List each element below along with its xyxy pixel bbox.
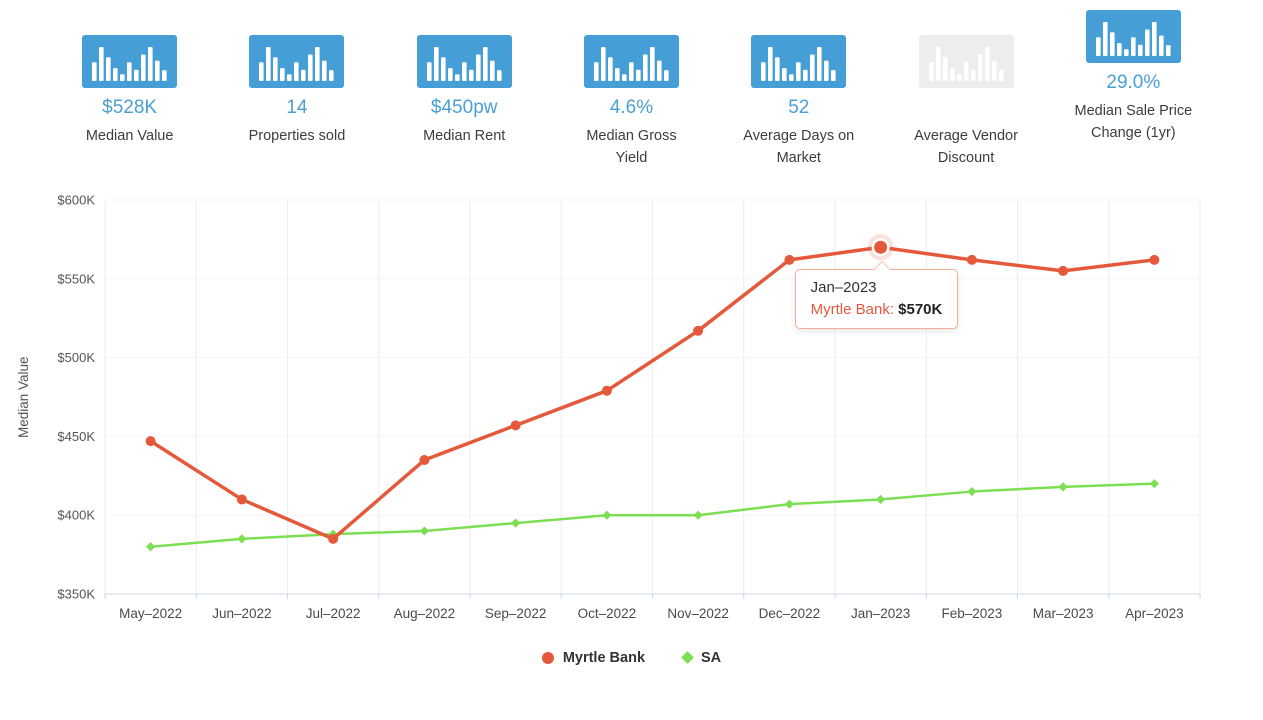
y-tick-label: $500K	[57, 350, 95, 365]
chart-point[interactable]	[1149, 254, 1160, 265]
chart-point[interactable]	[1058, 265, 1069, 276]
x-tick-label: Jun–2022	[212, 606, 271, 621]
stat-card-properties-sold: 14 Properties sold	[213, 10, 380, 170]
stat-card-average-days-on-market: 52 Average Days on Market	[715, 10, 882, 170]
bar-chart-icon	[416, 35, 512, 88]
sa-series-marker-icon	[681, 651, 694, 665]
y-tick-label: $450K	[57, 429, 95, 444]
stat-label: Median Gross Yield	[586, 128, 677, 167]
line-chart-canvas: $350K $400K $450K $500K $550K $600K May–2022 Ju…	[57, 192, 1201, 621]
x-tick-label: May–2022	[119, 606, 182, 621]
x-tick-label: Jul–2022	[306, 606, 361, 621]
y-tick-label: $550K	[57, 271, 95, 286]
bar-chart-glyph	[928, 47, 1004, 81]
bar-chart-icon	[583, 35, 679, 88]
stat-value: 4.6%	[609, 97, 654, 118]
tooltip-date: Jan–2023	[810, 279, 877, 297]
stat-value: $528K	[102, 97, 158, 118]
tooltip-value: $570K	[898, 301, 943, 319]
stat-label: Median Sale Price Change (1yr)	[1074, 103, 1193, 142]
x-tick-label: Mar–2023	[1033, 606, 1094, 621]
x-tick-label: Feb–2023	[941, 606, 1002, 621]
legend-item-myrtle-bank[interactable]: Myrtle Bank	[541, 649, 646, 666]
stat-label: Average Vendor Discount	[914, 128, 1018, 167]
x-tick-label: Nov–2022	[667, 606, 729, 621]
chart-point[interactable]	[237, 534, 247, 544]
median-value-chart: Median Value $350K $400K $450K $500K $550K $6…	[0, 184, 1263, 646]
stat-label: Properties sold	[248, 128, 346, 144]
stat-value: 52	[788, 97, 810, 118]
bar-chart-icon-disabled	[918, 35, 1014, 88]
y-tick-label: $600K	[57, 192, 95, 207]
chart-point[interactable]	[328, 533, 339, 544]
stat-label: Median Rent	[423, 128, 506, 144]
tooltip-series-name: Myrtle Bank:	[810, 301, 894, 319]
stat-card-median-sale-price-change: 29.0% Median Sale Price Change (1yr)	[1050, 10, 1217, 170]
bar-chart-glyph	[92, 47, 167, 81]
bar-chart-icon	[82, 35, 178, 88]
chart-point[interactable]	[419, 526, 429, 536]
myrtle-bank-series-marker-icon	[541, 651, 554, 664]
bar-chart-glyph	[593, 47, 669, 81]
chart-tooltip: Jan–2023 Myrtle Bank: $570K	[794, 261, 959, 330]
stat-label: Median Value	[85, 128, 174, 144]
highlight-point[interactable]	[874, 240, 888, 254]
stat-card-average-vendor-discount: Average Vendor Discount	[882, 10, 1049, 170]
bar-chart-icon	[249, 35, 345, 88]
chart-point[interactable]	[1058, 482, 1068, 492]
x-tick-label: Oct–2022	[578, 606, 637, 621]
bar-chart-glyph	[761, 47, 836, 81]
series-line	[148, 245, 1157, 541]
chart-point[interactable]	[966, 254, 977, 265]
bar-chart-icon	[751, 35, 847, 88]
stat-value: 29.0%	[1106, 72, 1161, 93]
chart-point[interactable]	[236, 494, 247, 505]
chart-point[interactable]	[967, 486, 977, 497]
series-line	[149, 482, 1156, 548]
chart-point[interactable]	[876, 494, 886, 504]
chart-point[interactable]	[784, 254, 795, 265]
x-tick-label: Aug–2022	[394, 606, 456, 621]
legend-label: SA	[701, 649, 722, 666]
chart-legend: Myrtle Bank SA	[0, 650, 1263, 666]
y-tick-label: $350K	[57, 586, 95, 601]
chart-point[interactable]	[693, 325, 704, 336]
x-tick-label: Sep–2022	[485, 606, 547, 621]
chart-point[interactable]	[145, 436, 156, 447]
chart-point[interactable]	[510, 420, 521, 431]
chart-point[interactable]	[601, 385, 612, 396]
stat-card-median-rent: $450pw Median Rent	[381, 10, 548, 170]
chart-point[interactable]	[1149, 479, 1159, 489]
chart-point[interactable]	[146, 542, 156, 552]
chart-point[interactable]	[602, 510, 612, 520]
bar-chart-glyph	[259, 47, 335, 81]
stat-label: Average Days on Market	[743, 128, 855, 167]
bar-chart-glyph	[426, 47, 502, 81]
x-tick-label: Apr–2023	[1125, 606, 1184, 621]
x-tick-label: Dec–2022	[759, 606, 821, 621]
stat-card-median-gross-yield: 4.6% Median Gross Yield	[548, 10, 715, 170]
x-tick-label: Jan–2023	[851, 606, 910, 621]
stats-row: $528K Median Value 14 Properties sold $4…	[0, 0, 1263, 170]
legend-item-sa[interactable]: SA	[681, 649, 722, 666]
stat-value: $450pw	[430, 97, 498, 118]
bar-chart-icon	[1085, 10, 1181, 63]
stat-value: 14	[286, 97, 308, 118]
chart-point[interactable]	[511, 518, 521, 528]
chart-point[interactable]	[784, 499, 794, 509]
y-tick-label: $400K	[57, 508, 95, 523]
legend-label: Myrtle Bank	[562, 649, 646, 666]
chart-point[interactable]	[419, 454, 430, 465]
tooltip-row: Myrtle Bank: $570K	[811, 301, 943, 318]
stat-card-median-value: $528K Median Value	[46, 10, 213, 170]
bar-chart-glyph	[1095, 22, 1171, 56]
y-axis-label: Median Value	[16, 356, 31, 438]
chart-point[interactable]	[693, 510, 703, 520]
